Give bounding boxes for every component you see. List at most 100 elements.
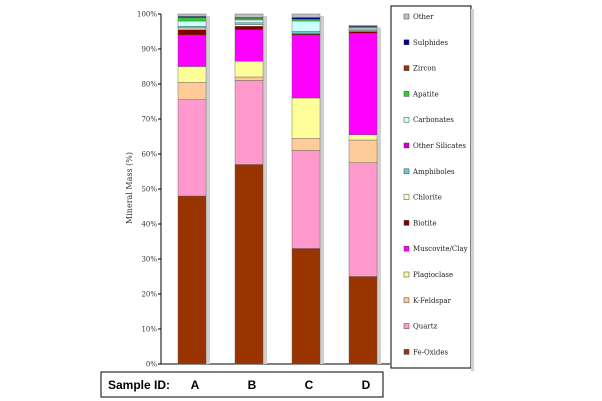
y-tick-label: 30% bbox=[141, 256, 157, 264]
bar-segment bbox=[348, 25, 378, 27]
legend-item: Fe-Oxides bbox=[403, 348, 449, 356]
legend-swatch bbox=[403, 91, 410, 97]
legend-item: Plagioclase bbox=[403, 271, 453, 279]
legend-item: Quartz bbox=[403, 323, 438, 331]
bar-segment bbox=[177, 13, 207, 17]
bar-segment bbox=[291, 138, 321, 151]
legend-swatch bbox=[403, 168, 410, 175]
sample-id-box: Sample ID: A B C D bbox=[100, 371, 384, 398]
bar-segment bbox=[177, 27, 207, 30]
legend-item: Other bbox=[403, 13, 434, 21]
legend-label: Zircon bbox=[413, 65, 437, 73]
legend-label: Plagioclase bbox=[413, 271, 453, 279]
legend-label: Sulphides bbox=[413, 39, 448, 47]
y-tick-label: 60% bbox=[141, 151, 157, 159]
bar-segment bbox=[177, 82, 207, 100]
bar-stack-D bbox=[348, 25, 381, 365]
bar-segment bbox=[348, 31, 378, 34]
legend-label: Other Silicates bbox=[413, 142, 466, 150]
legend-swatch bbox=[403, 245, 410, 252]
sample-id-frame bbox=[100, 371, 384, 398]
legend-label: Fe-Oxides bbox=[413, 348, 449, 356]
legend-item: K-Feldspar bbox=[403, 297, 452, 305]
legend-label: Other bbox=[413, 13, 434, 21]
y-tick-label: 0% bbox=[146, 361, 157, 369]
legend: Other Sulphides Zircon Apatite Carbonates Oth… bbox=[390, 5, 474, 371]
bar-segment bbox=[234, 22, 264, 25]
bar-segment bbox=[291, 19, 321, 22]
legend-label: Chlorite bbox=[413, 194, 442, 202]
x-category-label: C bbox=[305, 378, 314, 392]
legend-swatch bbox=[403, 323, 410, 329]
bar-segment bbox=[177, 34, 207, 67]
bar-segment bbox=[234, 26, 264, 30]
plot-area: 0% 10% 20% 30% 40% 50% 60% 70% 80% 90% 100% bbox=[137, 11, 390, 369]
legend-shadow bbox=[471, 9, 474, 371]
legend-item: Amphiboles bbox=[403, 168, 455, 176]
bar-segment bbox=[177, 29, 207, 36]
bar-segment bbox=[234, 18, 264, 21]
x-category-label: B bbox=[248, 378, 257, 392]
bar-segment bbox=[291, 248, 321, 365]
bar-shadow bbox=[377, 27, 381, 364]
legend-swatch bbox=[403, 297, 410, 304]
bar-segment bbox=[348, 134, 378, 141]
bar-stack-B bbox=[234, 13, 267, 365]
bar-stack-C bbox=[291, 13, 324, 365]
bar-segment bbox=[291, 31, 321, 34]
legend-swatch bbox=[403, 39, 410, 46]
y-axis-label: Mineral Mass (%) bbox=[125, 152, 134, 224]
bar-segment bbox=[291, 34, 321, 99]
legend-item: Sulphides bbox=[403, 39, 448, 47]
bar-segment bbox=[234, 19, 264, 23]
bar-segment bbox=[177, 66, 207, 83]
legend-swatch bbox=[403, 349, 410, 355]
bar-segment bbox=[291, 17, 321, 20]
x-category-label: D bbox=[362, 378, 371, 392]
bar-segment bbox=[177, 26, 207, 29]
legend-label: Amphiboles bbox=[412, 168, 455, 176]
legend-label: K-Feldspar bbox=[413, 297, 452, 305]
bar-segment bbox=[348, 27, 378, 30]
y-tick-label: 80% bbox=[141, 81, 157, 89]
y-tick-label: 90% bbox=[141, 46, 157, 54]
x-category-label: A bbox=[191, 378, 200, 392]
bar-segment bbox=[348, 276, 378, 365]
bar-segment bbox=[291, 20, 321, 32]
bar-segment bbox=[234, 29, 264, 62]
legend-swatch bbox=[403, 13, 410, 20]
legend-label: Quartz bbox=[413, 323, 438, 331]
bar-segment bbox=[234, 80, 264, 165]
bar-segment bbox=[177, 20, 207, 27]
legend-item: Apatite bbox=[403, 90, 439, 98]
bar-segment bbox=[234, 164, 264, 365]
bar-segment bbox=[291, 150, 321, 249]
legend-item: Chlorite bbox=[403, 194, 442, 202]
bar-segment bbox=[291, 13, 321, 18]
legend-label: Apatite bbox=[412, 90, 439, 98]
y-tick-label: 100% bbox=[137, 11, 157, 19]
legend-swatch bbox=[403, 142, 410, 149]
legend-item: Carbonates bbox=[403, 116, 454, 124]
y-tick-label: 50% bbox=[141, 186, 157, 194]
bar-segment bbox=[177, 17, 207, 22]
legend-swatch bbox=[403, 271, 410, 278]
bar-shadow bbox=[206, 16, 210, 364]
bar-segment bbox=[177, 195, 207, 365]
bar-shadow bbox=[263, 16, 267, 364]
legend-item: Biotite bbox=[403, 219, 437, 227]
bar-segment bbox=[234, 76, 264, 81]
bar-segment bbox=[291, 97, 321, 139]
bar-segment bbox=[348, 139, 378, 163]
legend-swatch bbox=[403, 65, 410, 71]
legend-frame bbox=[390, 5, 472, 369]
legend-item: Muscovite/Clay bbox=[403, 245, 468, 253]
y-tick-label: 70% bbox=[141, 116, 157, 124]
bar-segment bbox=[234, 61, 264, 78]
sample-id-label: Sample ID: bbox=[108, 378, 170, 392]
bar-segment bbox=[234, 24, 264, 27]
y-tick-label: 20% bbox=[141, 291, 157, 299]
legend-swatch bbox=[403, 194, 410, 200]
legend-label: Muscovite/Clay bbox=[413, 245, 468, 253]
